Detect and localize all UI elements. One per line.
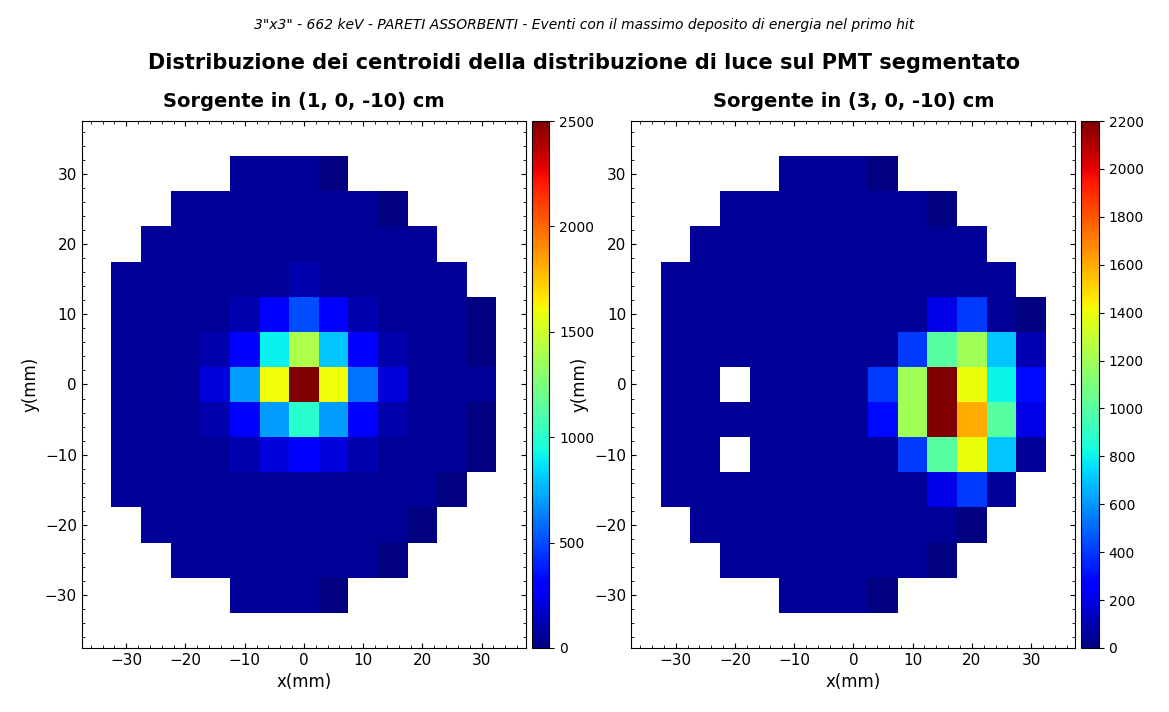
Y-axis label: y(mm): y(mm) bbox=[21, 357, 40, 412]
Y-axis label: y(mm): y(mm) bbox=[570, 357, 589, 412]
X-axis label: x(mm): x(mm) bbox=[276, 674, 332, 691]
Text: Distribuzione dei centroidi della distribuzione di luce sul PMT segmentato: Distribuzione dei centroidi della distri… bbox=[148, 53, 1021, 73]
Title: Sorgente in (1, 0, -10) cm: Sorgente in (1, 0, -10) cm bbox=[164, 92, 444, 111]
Title: Sorgente in (3, 0, -10) cm: Sorgente in (3, 0, -10) cm bbox=[713, 92, 994, 111]
Text: 3"x3" - 662 keV - PARETI ASSORBENTI - Eventi con il massimo deposito di energia : 3"x3" - 662 keV - PARETI ASSORBENTI - Ev… bbox=[255, 18, 914, 32]
X-axis label: x(mm): x(mm) bbox=[825, 674, 881, 691]
